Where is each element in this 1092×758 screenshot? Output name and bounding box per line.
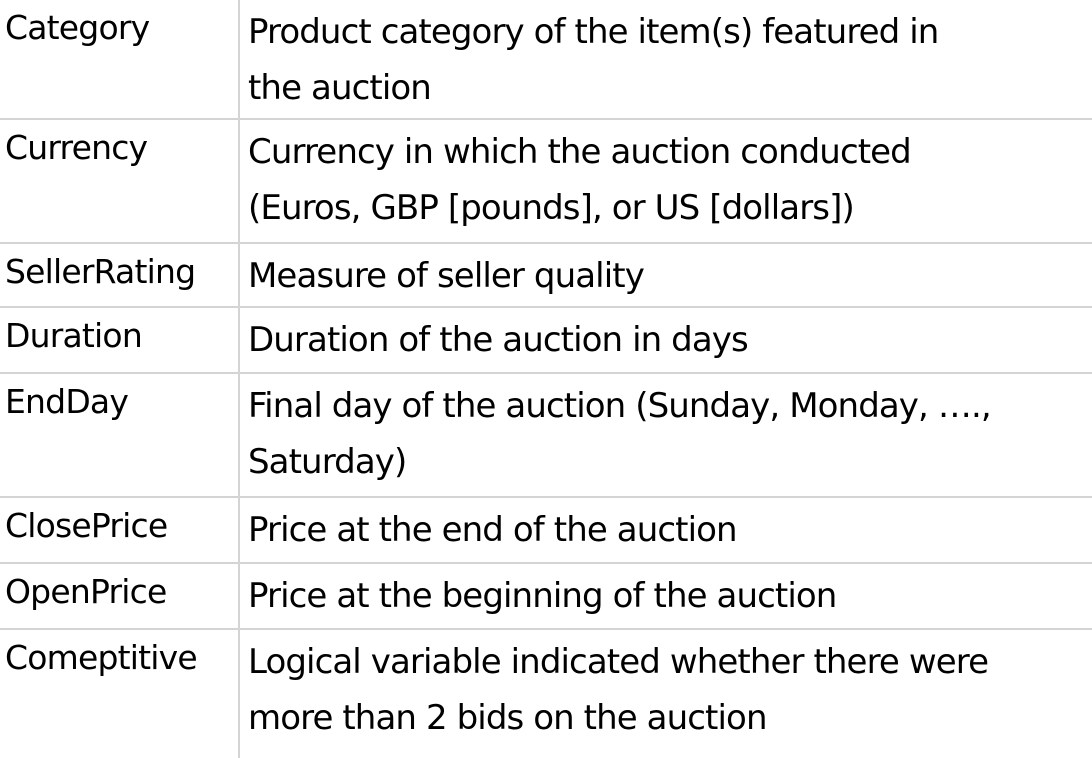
description-line: Product category of the item(s) featured… (248, 12, 939, 52)
variable-description-cell[interactable]: Price at the end of the auction (239, 496, 1092, 563)
description-line: Final day of the auction (Sunday, Monday… (248, 386, 992, 426)
variable-description-cell[interactable]: Measure of seller quality (239, 242, 1092, 307)
description-line: the auction (248, 68, 432, 108)
table-row: ClosePrice Price at the end of the aucti… (0, 496, 1092, 563)
description-line: Logical variable indicated whether there… (248, 642, 989, 682)
table-row: OpenPrice Price at the beginning of the … (0, 562, 1092, 629)
table-row: Currency Currency in which the auction c… (0, 118, 1092, 243)
description-line: more than 2 bids on the auction (248, 698, 767, 738)
description-line: Saturday) (248, 442, 407, 482)
table-row: Duration Duration of the auction in days (0, 306, 1092, 373)
description-line: (Euros, GBP [pounds], or US [dollars]) (248, 188, 855, 228)
table-row: Comeptitive Logical variable indicated w… (0, 628, 1092, 758)
variable-description-cell[interactable]: Logical variable indicated whether there… (239, 628, 1092, 758)
variable-name-cell[interactable]: SellerRating (0, 242, 240, 307)
variable-description-cell[interactable]: Final day of the auction (Sunday, Monday… (239, 372, 1092, 497)
variable-name-cell[interactable]: Currency (0, 118, 240, 243)
description-line: Price at the beginning of the auction (248, 576, 837, 616)
variable-description-cell[interactable]: Product category of the item(s) featured… (239, 0, 1092, 119)
variable-description-cell[interactable]: Currency in which the auction conducted … (239, 118, 1092, 243)
variable-name-cell[interactable]: OpenPrice (0, 562, 240, 629)
variable-description-cell[interactable]: Duration of the auction in days (239, 306, 1092, 373)
table-row: Category Product category of the item(s)… (0, 0, 1092, 119)
variable-name-cell[interactable]: Category (0, 0, 240, 119)
description-line: Price at the end of the auction (248, 510, 738, 550)
variable-name-cell[interactable]: ClosePrice (0, 496, 240, 563)
description-line: Currency in which the auction conducted (248, 132, 912, 172)
table-row: EndDay Final day of the auction (Sunday,… (0, 372, 1092, 497)
variable-name-cell[interactable]: EndDay (0, 372, 240, 497)
variable-name-cell[interactable]: Comeptitive (0, 628, 240, 758)
description-line: Measure of seller quality (248, 256, 645, 296)
variable-description-cell[interactable]: Price at the beginning of the auction (239, 562, 1092, 629)
description-line: Duration of the auction in days (248, 320, 749, 360)
table-row: SellerRating Measure of seller quality (0, 242, 1092, 307)
variable-name-cell[interactable]: Duration (0, 306, 240, 373)
